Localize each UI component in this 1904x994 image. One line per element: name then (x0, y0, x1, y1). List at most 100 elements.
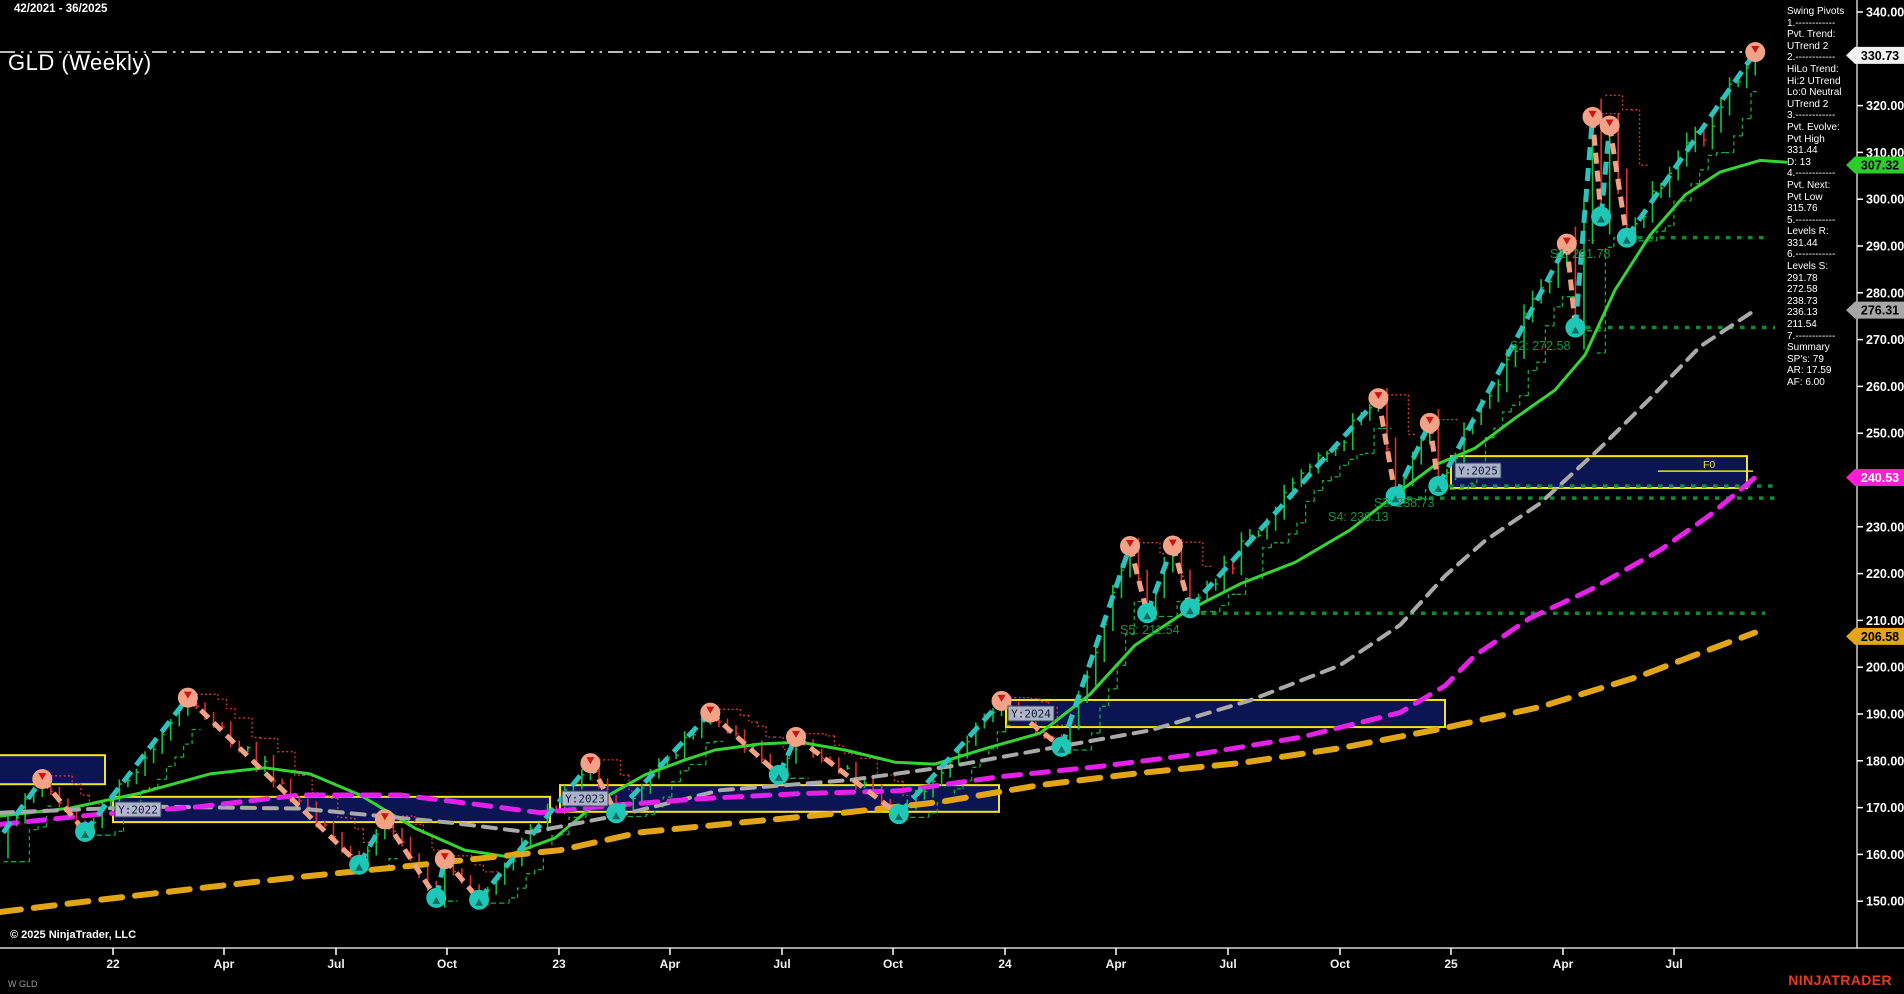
fast-ma (0, 158, 1788, 858)
up-swing-line (1188, 396, 1381, 610)
panel-line: 2.------------ (1787, 52, 1836, 64)
panel-line: 331.44 (1787, 145, 1818, 157)
price-tag (1846, 46, 1904, 64)
down-swing-line (186, 695, 361, 867)
price-tick-label: 340.00 (1866, 6, 1904, 20)
trail-stop-down (1605, 94, 1649, 166)
up-swing-line (1393, 421, 1433, 498)
year-chip-label: Y:2022 (118, 804, 158, 817)
panel-line: HiLo Trend: (1787, 63, 1839, 75)
time-tick-label: Jul (1219, 957, 1236, 971)
up-swing-line (0, 777, 45, 842)
panel-line: 238.73 (1787, 295, 1818, 307)
pivot-glyph (774, 773, 783, 781)
panel-line: Pvt. Trend: (1787, 29, 1836, 41)
panel-line: 4.------------ (1787, 168, 1836, 180)
down-swing-line (1000, 698, 1064, 749)
panel-line: UTrend 2 (1787, 40, 1829, 52)
panel-line: D: 13 (1787, 156, 1811, 168)
panel-line: 211.54 (1787, 319, 1817, 331)
price-tick-label: 300.00 (1866, 193, 1904, 207)
year-box (0, 754, 106, 786)
time-tick-label: Jul (1665, 957, 1682, 971)
pivot-glyph (1143, 612, 1152, 620)
trail-stop-down (183, 693, 381, 843)
pivot-glyph (894, 813, 903, 821)
price-tick-label: 280.00 (1866, 286, 1904, 300)
down-swing-line (1427, 422, 1441, 487)
price-tag-value: 206.58 (1861, 630, 1899, 644)
pivot-glyph (706, 706, 715, 714)
year-chip-label: Y:2025 (1458, 465, 1498, 478)
pivot-glyph (440, 853, 449, 861)
pivot-glyph (355, 863, 364, 871)
price-tag-value: 276.31 (1861, 304, 1899, 318)
support-level-label: S2: 272.58 (1510, 339, 1571, 353)
pivot-glyph (1751, 46, 1760, 54)
time-tick-label: Oct (437, 957, 457, 971)
mid-ma (0, 308, 1757, 835)
price-tag-value: 330.73 (1861, 49, 1899, 63)
pivot-glyph (1168, 539, 1177, 547)
trail-stop-up (3, 805, 56, 863)
trail-stop-down (791, 733, 921, 797)
chart-title: GLD (Weekly) (8, 50, 152, 75)
year-chip (1454, 462, 1502, 479)
support-level-label: S5: 211.54 (1120, 623, 1180, 637)
pivot-glyph (1597, 215, 1606, 223)
ninjatrader-logo: NINJATRADER (1788, 972, 1892, 988)
up-swing-line (614, 710, 713, 815)
price-tick-label: 270.00 (1866, 333, 1904, 347)
price-tag (1846, 627, 1904, 645)
panel-line: 331.44 (1787, 237, 1818, 249)
pivot-glyph (1126, 539, 1135, 547)
trail-stop-down (440, 855, 501, 873)
slow-ma (0, 475, 1758, 827)
panel-line: 315.76 (1787, 203, 1818, 215)
year-chip (114, 801, 162, 818)
price-tag (1846, 469, 1904, 487)
up-swing-line (1059, 545, 1133, 748)
up-swing-line (896, 699, 1004, 816)
pivot-glyph (475, 898, 484, 906)
year-chip-label: Y:2024 (1011, 708, 1051, 721)
price-tick-label: 260.00 (1866, 380, 1904, 394)
down-swing-line (1127, 545, 1150, 614)
panel-line: 6.------------ (1787, 249, 1836, 261)
up-swing-line (1436, 242, 1570, 488)
panel-line: SP's: 79 (1787, 353, 1824, 365)
price-tick-label: 160.00 (1866, 848, 1904, 862)
pivot-glyph (1391, 495, 1400, 503)
price-tag (1846, 156, 1904, 174)
price-tick-label: 250.00 (1866, 427, 1904, 441)
pivot-glyph (997, 694, 1006, 702)
panel-line: Levels S: (1787, 261, 1829, 273)
up-swing-line (1572, 116, 1596, 328)
time-tick-label: Jul (773, 957, 790, 971)
panel-line: 3.------------ (1787, 110, 1836, 122)
up-swing-line (1624, 50, 1758, 240)
panel-line: Hi:2 UTrend (1787, 75, 1841, 87)
pivot-glyph (1434, 484, 1443, 492)
level-lines (0, 51, 1775, 615)
panel-line: AF: 6.00 (1787, 377, 1825, 388)
pivot-glyph (1562, 237, 1571, 245)
up-swing-line (477, 761, 593, 902)
panel-line: 236.13 (1787, 307, 1818, 319)
price-tick-label: 230.00 (1866, 520, 1904, 534)
pivot-glyph (586, 757, 595, 765)
swing-zigzag (0, 50, 1758, 902)
year-chip (1007, 705, 1055, 722)
pivot-glyph (432, 896, 441, 904)
time-tick-label: Apr (660, 957, 681, 971)
trail-stop-down (706, 708, 801, 751)
price-tick-label: 290.00 (1866, 240, 1904, 254)
price-tick-label: 190.00 (1866, 708, 1904, 722)
pivot-glyph (1588, 110, 1597, 118)
trail-stop-up (1185, 427, 1392, 613)
panel-line: 5.------------ (1787, 214, 1836, 226)
down-swing-line (1170, 544, 1193, 609)
pivot-glyph (1622, 236, 1631, 244)
time-tick-label: 24 (998, 957, 1012, 971)
